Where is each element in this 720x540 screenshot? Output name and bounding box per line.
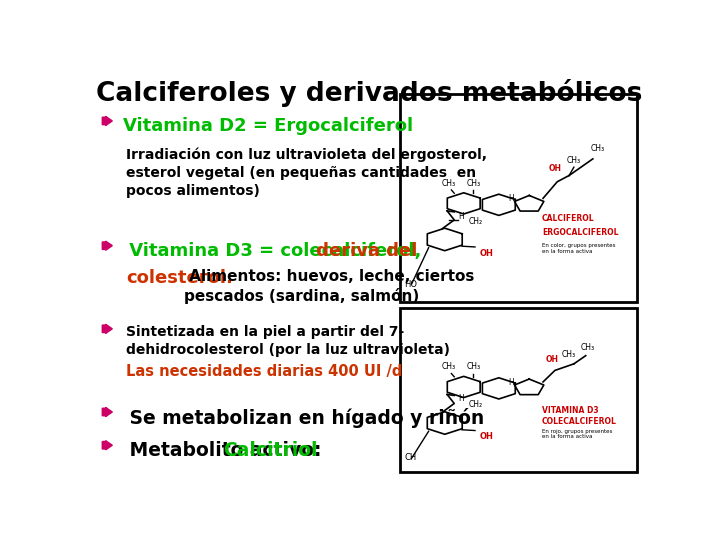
Text: OH: OH: [480, 249, 494, 258]
Text: CH₃: CH₃: [581, 343, 595, 353]
Text: CH₃: CH₃: [567, 156, 581, 165]
Text: VITAMINA D3: VITAMINA D3: [542, 406, 598, 415]
Text: Calcitriol: Calcitriol: [222, 441, 318, 460]
FancyArrow shape: [102, 241, 112, 250]
Text: colesterol.: colesterol.: [126, 268, 233, 287]
Text: H: H: [508, 378, 514, 387]
Text: OH: OH: [546, 355, 559, 364]
Text: CH₂: CH₂: [469, 217, 482, 226]
Text: CH₃: CH₃: [562, 350, 576, 359]
FancyArrow shape: [102, 407, 112, 416]
FancyArrow shape: [102, 441, 112, 450]
Text: ERGOCALCIFEROL: ERGOCALCIFEROL: [542, 228, 618, 238]
Text: CH₃: CH₃: [441, 179, 456, 188]
Text: deriva del: deriva del: [310, 241, 418, 260]
Bar: [400, 94, 637, 302]
Text: Metabolito activo:: Metabolito activo:: [124, 441, 328, 460]
Text: COLECALCIFEROL: COLECALCIFEROL: [542, 417, 617, 426]
Text: H: H: [459, 394, 464, 402]
Text: CH: CH: [405, 454, 417, 462]
Text: CALCIFEROL: CALCIFEROL: [542, 214, 595, 223]
Text: Sintetizada en la piel a partir del 7-
dehidrocolesterol (por la luz ultraviolet: Sintetizada en la piel a partir del 7- d…: [126, 325, 450, 356]
Text: Vitamina D2 = Ergocalciferol: Vitamina D2 = Ergocalciferol: [124, 117, 413, 135]
Text: OH: OH: [480, 432, 494, 441]
Text: CH₃: CH₃: [466, 179, 480, 188]
Text: Se metabolizan en hígado y riñón: Se metabolizan en hígado y riñón: [124, 408, 485, 428]
Text: En color, grupos presentes
en la forma activa: En color, grupos presentes en la forma a…: [542, 243, 616, 254]
Text: Alimentos: huevos, leche, ciertos
pescados (sardina, salmón): Alimentos: huevos, leche, ciertos pescad…: [184, 268, 474, 304]
FancyArrow shape: [102, 116, 112, 125]
FancyArrow shape: [102, 324, 112, 333]
Text: H: H: [459, 212, 464, 221]
Text: Vitamina D3 = colecalciferol,: Vitamina D3 = colecalciferol,: [124, 241, 422, 260]
Text: Calciferoles y derivados metabólicos: Calciferoles y derivados metabólicos: [96, 79, 642, 107]
Text: CH₃: CH₃: [441, 362, 456, 372]
Text: H: H: [508, 194, 514, 202]
Text: HO: HO: [405, 280, 418, 289]
Text: En rojo, grupos presentes
en la forma activa: En rojo, grupos presentes en la forma ac…: [542, 429, 612, 440]
Text: Irradiación con luz ultravioleta del ergosterol,
esterol vegetal (en pequeñas ca: Irradiación con luz ultravioleta del erg…: [126, 148, 487, 198]
Text: CH₂: CH₂: [469, 401, 482, 409]
Text: Las necesidades diarias 400 UI /d: Las necesidades diarias 400 UI /d: [126, 364, 402, 379]
Text: CH₃: CH₃: [466, 362, 480, 372]
Bar: [400, 308, 637, 472]
Text: OH: OH: [549, 164, 562, 173]
Text: CH₃: CH₃: [590, 144, 605, 153]
